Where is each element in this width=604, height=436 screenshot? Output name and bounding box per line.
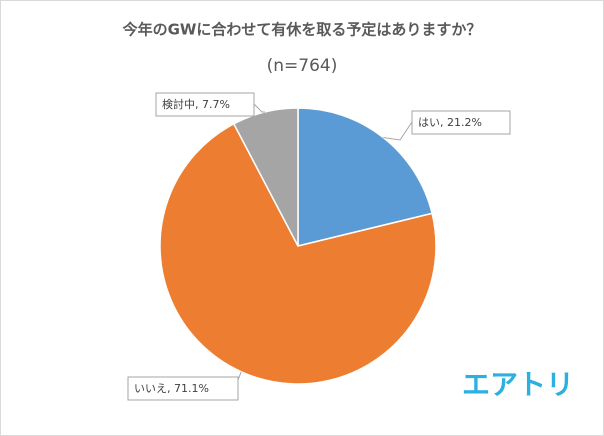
chart-title: 今年のGWに合わせて有休を取る予定はありますか？: [122, 21, 482, 39]
pie-slice: [159, 122, 437, 385]
data-label: 検討中, 7.7%: [162, 97, 230, 111]
label-box: [127, 376, 239, 401]
logo: エアトリ: [462, 368, 574, 401]
data-label: はい, 21.2%: [418, 116, 482, 129]
label-box: [411, 110, 511, 135]
data-label: いいえ, 71.1%: [134, 382, 209, 395]
pie-slice: [232, 107, 299, 247]
leader-line: [253, 103, 265, 113]
label-box: [155, 92, 255, 117]
chart-subtitle: (n=764): [267, 56, 338, 76]
leader-line: [383, 121, 413, 141]
pie-slice: [297, 107, 433, 247]
